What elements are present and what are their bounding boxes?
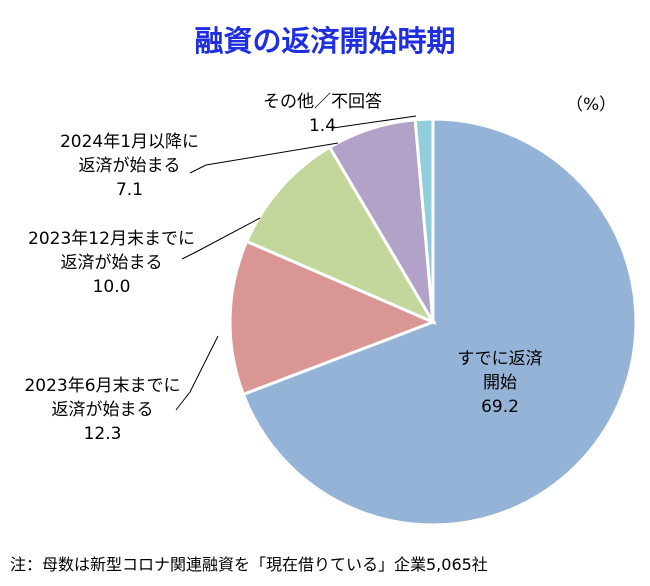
slice-label-june-2023: 2023年6月末までに 返済が始まる 12.3 [10,374,195,446]
slice-value: 10.0 [92,277,131,297]
slice-label-line1: すでに返済 [457,349,543,369]
unit-label: （%） [566,95,617,115]
slice-label-other: その他／不回答 1.4 [240,90,405,138]
slice-value: 7.1 [115,180,144,200]
slice-label-line2: 開始 [483,373,517,393]
slice-value: 69.2 [481,397,519,417]
pie-slice-other [413,117,435,323]
leader-line-january-2024 [189,142,339,174]
leader-line-december-2023 [181,217,261,260]
leader-line-other [332,115,417,129]
slice-label-line2: 返済が始まる [78,156,181,176]
slice-label-line1: その他／不回答 [263,92,382,112]
leader-line-june-2023 [175,335,219,411]
slice-label-already-repaying: すでに返済 開始 69.2 [440,347,560,419]
pie-slice-already-repaying [241,117,638,527]
slice-label-line1: 2024年1月以降に [59,132,200,152]
slice-value: 1.4 [308,116,337,136]
slice-label-january-2024: 2024年1月以降に 返済が始まる 7.1 [42,130,217,202]
pie-slice-june-2023 [228,239,437,397]
slice-label-line2: 返済が始まる [51,400,154,420]
chart-title: 融資の返済開始時期 [194,24,456,58]
slice-value: 12.3 [83,424,122,444]
slice-label-line1: 2023年6月末までに [24,376,181,396]
slice-label-line2: 返済が始まる [60,253,163,273]
slice-label-line1: 2023年12月末までに [28,229,195,249]
pie-slice-december-2023 [244,145,437,326]
footnote: 注：母数は新型コロナ関連融資を「現在借りている」企業5,065社 [10,555,488,574]
slice-label-december-2023: 2023年12月末までに 返済が始まる 10.0 [14,227,209,299]
